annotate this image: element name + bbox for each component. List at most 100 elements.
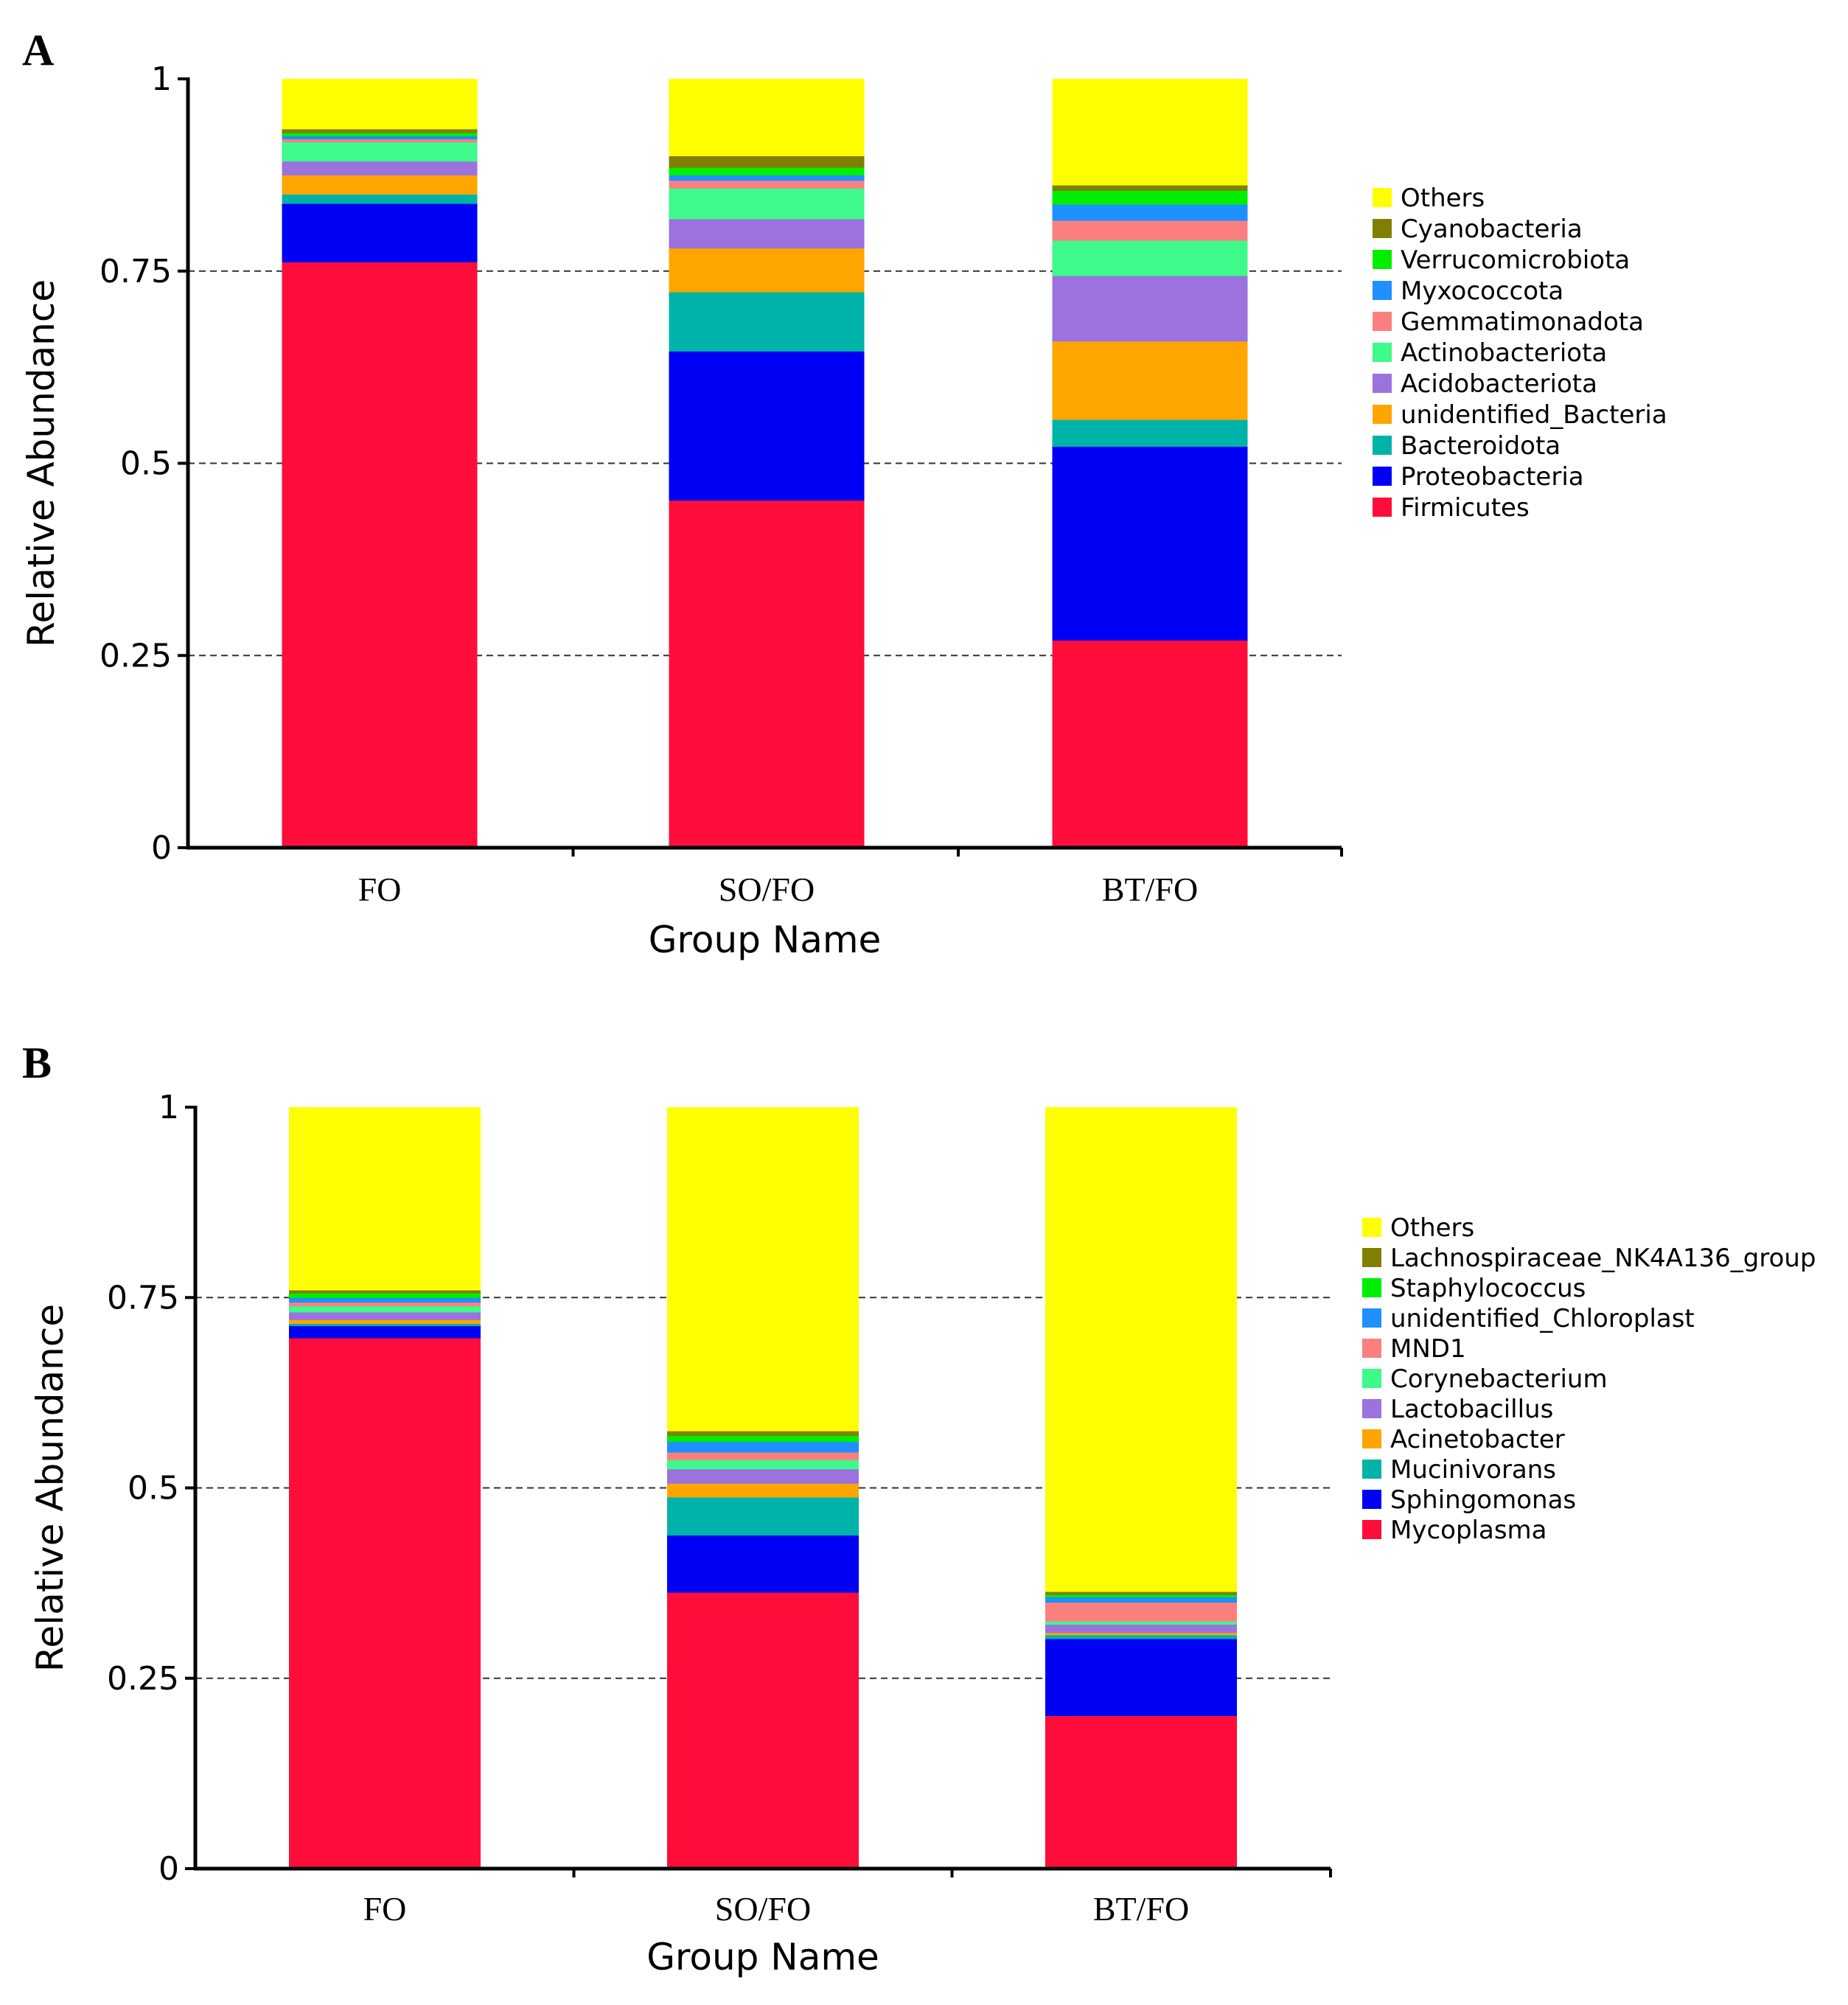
legend-swatch [1362, 1308, 1381, 1328]
legend-item-cyanobacteria: Cyanobacteria [1373, 215, 1583, 244]
legend-swatch [1373, 250, 1392, 269]
legend-swatch [1362, 1490, 1381, 1509]
panel-a-letter: A [22, 26, 54, 74]
legend-label: Firmicutes [1401, 493, 1530, 523]
legend: OthersLachnospiraceae_NK4A136_groupStaph… [1362, 1213, 1816, 1545]
legend-item-lachnospiraceae-nk4a136-group: Lachnospiraceae_NK4A136_group [1362, 1244, 1816, 1273]
legend-swatch [1373, 312, 1392, 331]
y-tick-label: 0.25 [107, 1660, 179, 1698]
bar-segment-mnd1 [289, 1302, 481, 1307]
legend-label: Gemmatimonadota [1401, 307, 1644, 337]
bar-segment-verrucomicrobiota [282, 133, 478, 136]
bar-stack-fo [282, 79, 478, 848]
bar-segment-corynebacterium [667, 1460, 859, 1470]
legend-swatch [1362, 1399, 1381, 1418]
bar-segment-lactobacillus [289, 1311, 481, 1320]
x-tick-label-so-fo: SO/FO [715, 1890, 811, 1928]
legend-swatch [1362, 1339, 1381, 1358]
panel-a: A 0 0.25 0.5 0.75 1 FO SO/FO BT/FO Group Name Rela… [20, 26, 1667, 961]
legend-label: unidentified_Bacteria [1401, 400, 1667, 430]
legend-label: Mycoplasma [1390, 1516, 1547, 1545]
legend-item-staphylococcus: Staphylococcus [1362, 1274, 1586, 1303]
bar-stack-so-fo [667, 1107, 859, 1869]
bar-segment-mucinivorans [667, 1496, 859, 1536]
bar-segment-unidentified-bacteria [1052, 341, 1248, 420]
legend-label: Staphylococcus [1390, 1274, 1586, 1303]
bar-segment-sphingomonas [289, 1325, 481, 1339]
bar-segment-proteobacteria [1052, 446, 1248, 641]
legend-swatch [1373, 405, 1392, 424]
legend-item-myxococcota: Myxococcota [1373, 276, 1563, 306]
bar-segment-staphylococcus [289, 1293, 481, 1298]
bar-segment-firmicutes [282, 262, 478, 848]
legend-label: Acidobacteriota [1401, 369, 1597, 399]
bar-segment-myxococcota [282, 136, 478, 139]
legend-label: Proteobacteria [1401, 462, 1584, 492]
bar-segment-unidentified-bacteria [669, 248, 865, 293]
bar-segment-myxococcota [669, 175, 865, 181]
bar-segment-bacteroidota [1052, 419, 1248, 447]
bar-segment-mucinivorans [1045, 1634, 1237, 1639]
bar-segment-acidobacteriota [1052, 276, 1248, 342]
legend-label: unidentified_Chloroplast [1390, 1304, 1695, 1333]
bar-segment-gemmatimonadota [1052, 220, 1248, 241]
bar-segment-staphylococcus [667, 1435, 859, 1443]
bar-segment-mnd1 [667, 1451, 859, 1460]
bar-segment-sphingomonas [1045, 1639, 1237, 1716]
legend-item-verrucomicrobiota: Verrucomicrobiota [1373, 245, 1630, 275]
y-tick-label: 0.75 [107, 1279, 179, 1317]
y-axis-title: Relative Abundance [29, 1304, 72, 1672]
bar-segment-others [1045, 1107, 1237, 1592]
legend-label: Verrucomicrobiota [1401, 245, 1630, 275]
legend: OthersCyanobacteriaVerrucomicrobiotaMyxo… [1373, 184, 1667, 523]
bar-segment-bacteroidota [669, 291, 865, 352]
x-tick-label-bt-fo: BT/FO [1093, 1890, 1189, 1928]
bar-segment-verrucomicrobiota [1052, 190, 1248, 205]
bar-segment-gemmatimonadota [669, 180, 865, 189]
legend-item-acinetobacter: Acinetobacter [1362, 1425, 1565, 1454]
bar-segment-acinetobacter [667, 1483, 859, 1498]
bar-segment-lachnospiraceae-nk4a136-group [667, 1431, 859, 1436]
legend-label: Acinetobacter [1390, 1425, 1565, 1454]
y-tick-label: 0.5 [120, 445, 172, 483]
bar-segment-proteobacteria [669, 351, 865, 501]
legend-item-corynebacterium: Corynebacterium [1362, 1364, 1608, 1394]
bar-segment-lachnospiraceae-nk4a136-group [289, 1289, 481, 1294]
legend-item-gemmatimonadota: Gemmatimonadota [1373, 307, 1644, 337]
bar-segment-unidentified-chloroplast [1045, 1597, 1237, 1603]
legend-swatch [1373, 436, 1392, 455]
y-tick-label: 0.25 [100, 637, 172, 674]
legend-label: Myxococcota [1401, 276, 1563, 306]
bar-segment-mycoplasma [1045, 1715, 1237, 1869]
bar-segment-mucinivorans [289, 1323, 481, 1327]
bar-segment-corynebacterium [1045, 1621, 1237, 1625]
bar-segment-acidobacteriota [669, 218, 865, 249]
bar-stack-bt-fo [1045, 1107, 1237, 1869]
bar-segment-proteobacteria [282, 203, 478, 262]
bar-segment-others [667, 1107, 859, 1432]
legend-swatch [1373, 281, 1392, 300]
y-axis-title: Relative Abundance [20, 279, 63, 647]
legend-label: Corynebacterium [1390, 1364, 1608, 1394]
bar-segment-others [289, 1107, 481, 1291]
legend-swatch [1373, 343, 1392, 362]
bar-segment-cyanobacteria [669, 156, 865, 168]
legend-swatch [1362, 1248, 1381, 1267]
legend-label: Mucinivorans [1390, 1455, 1556, 1485]
legend-swatch [1373, 374, 1392, 393]
bar-segment-corynebacterium [289, 1305, 481, 1313]
legend-swatch [1362, 1429, 1381, 1448]
y-tick-label: 1 [158, 1089, 179, 1126]
legend-label: Sphingomonas [1390, 1485, 1576, 1515]
legend-label: Lactobacillus [1390, 1395, 1553, 1424]
legend-swatch [1362, 1460, 1381, 1479]
legend-item-bacteroidota: Bacteroidota [1373, 431, 1561, 461]
panel-b-letter: B [22, 1039, 52, 1087]
legend-item-others: Others [1373, 184, 1485, 213]
legend-label: Cyanobacteria [1401, 215, 1583, 244]
bar-segment-lactobacillus [1045, 1624, 1237, 1633]
bar-segment-verrucomicrobiota [669, 167, 865, 175]
bar-segment-lachnospiraceae-nk4a136-group [1045, 1591, 1237, 1595]
legend-swatch [1373, 219, 1392, 238]
